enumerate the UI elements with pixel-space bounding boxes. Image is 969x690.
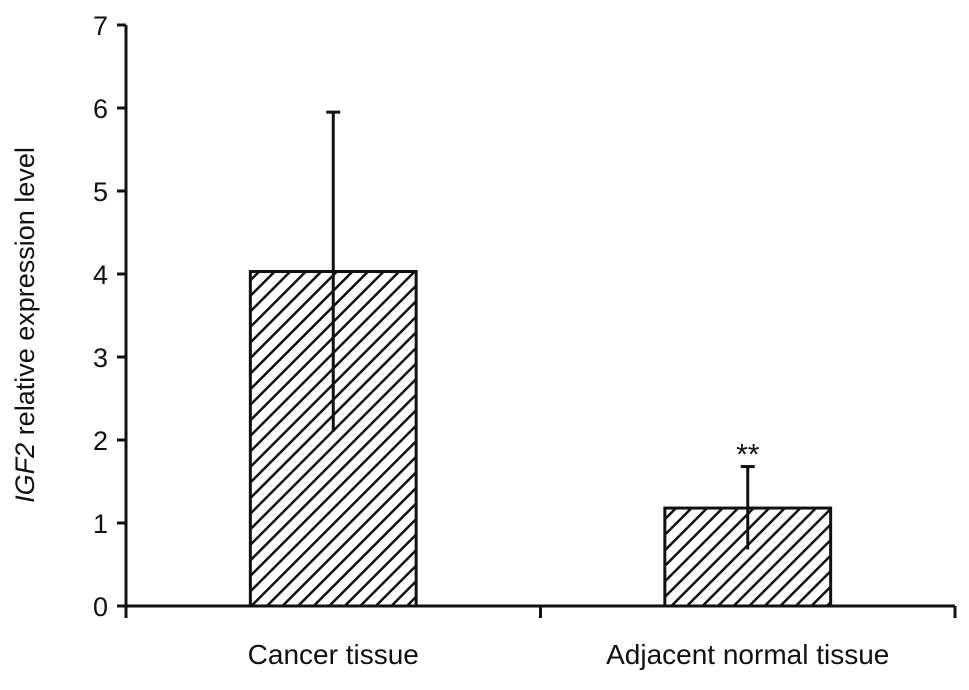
x-tick-label: Adjacent normal tissue (606, 639, 889, 670)
y-axis-label-text: relative expression level (10, 147, 40, 443)
y-tick-label: 4 (93, 260, 108, 290)
y-tick-label: 5 (93, 177, 108, 207)
y-tick-label: 7 (93, 11, 108, 41)
y-tick-label: 2 (93, 426, 108, 456)
y-tick-label: 6 (93, 94, 108, 124)
y-axis-label: IGF2 relative expression level (10, 147, 40, 503)
y-tick-label: 1 (93, 509, 108, 539)
y-axis-label-gene: IGF2 (10, 443, 40, 503)
significance-label: ** (736, 439, 760, 472)
x-tick-label: Cancer tissue (248, 639, 419, 670)
plot-area: 0 1 2 3 4 5 6 7 Cancer tissue Adjacent normal tis… (93, 11, 957, 670)
y-tick-label: 0 (93, 592, 108, 622)
y-tick-label: 3 (93, 343, 108, 373)
